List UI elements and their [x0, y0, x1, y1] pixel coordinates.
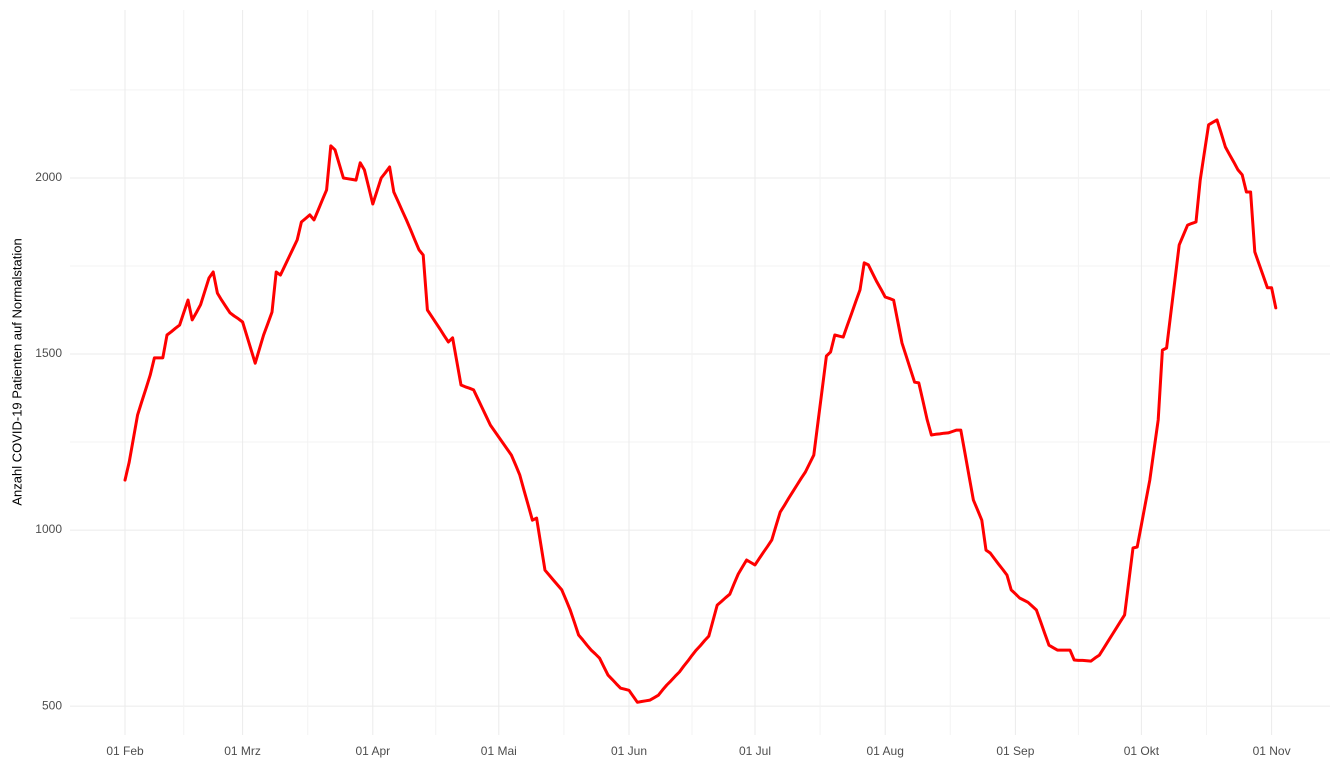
x-tick-label: 01 Nov — [1253, 744, 1291, 758]
x-tick-label: 01 Apr — [355, 744, 390, 758]
y-tick-label: 500 — [42, 698, 62, 712]
y-tick-label: 2000 — [35, 170, 62, 184]
grid — [70, 10, 1330, 735]
x-tick-label: 01 Okt — [1124, 744, 1160, 758]
x-tick-label: 01 Jun — [611, 744, 647, 758]
data-line — [123, 118, 1278, 704]
plot — [123, 118, 1278, 704]
x-tick-label: 01 Mai — [481, 744, 517, 758]
y-tick-label: 1000 — [35, 522, 62, 536]
x-tick-label: 01 Feb — [106, 744, 144, 758]
x-tick-label: 01 Sep — [996, 744, 1034, 758]
y-axis-label: Anzahl COVID-19 Patienten auf Normalstat… — [9, 238, 24, 505]
y-tick-label: 1500 — [35, 346, 62, 360]
x-tick-label: 01 Jul — [739, 744, 771, 758]
x-tick-label: 01 Mrz — [224, 744, 261, 758]
x-tick-label: 01 Aug — [867, 744, 904, 758]
